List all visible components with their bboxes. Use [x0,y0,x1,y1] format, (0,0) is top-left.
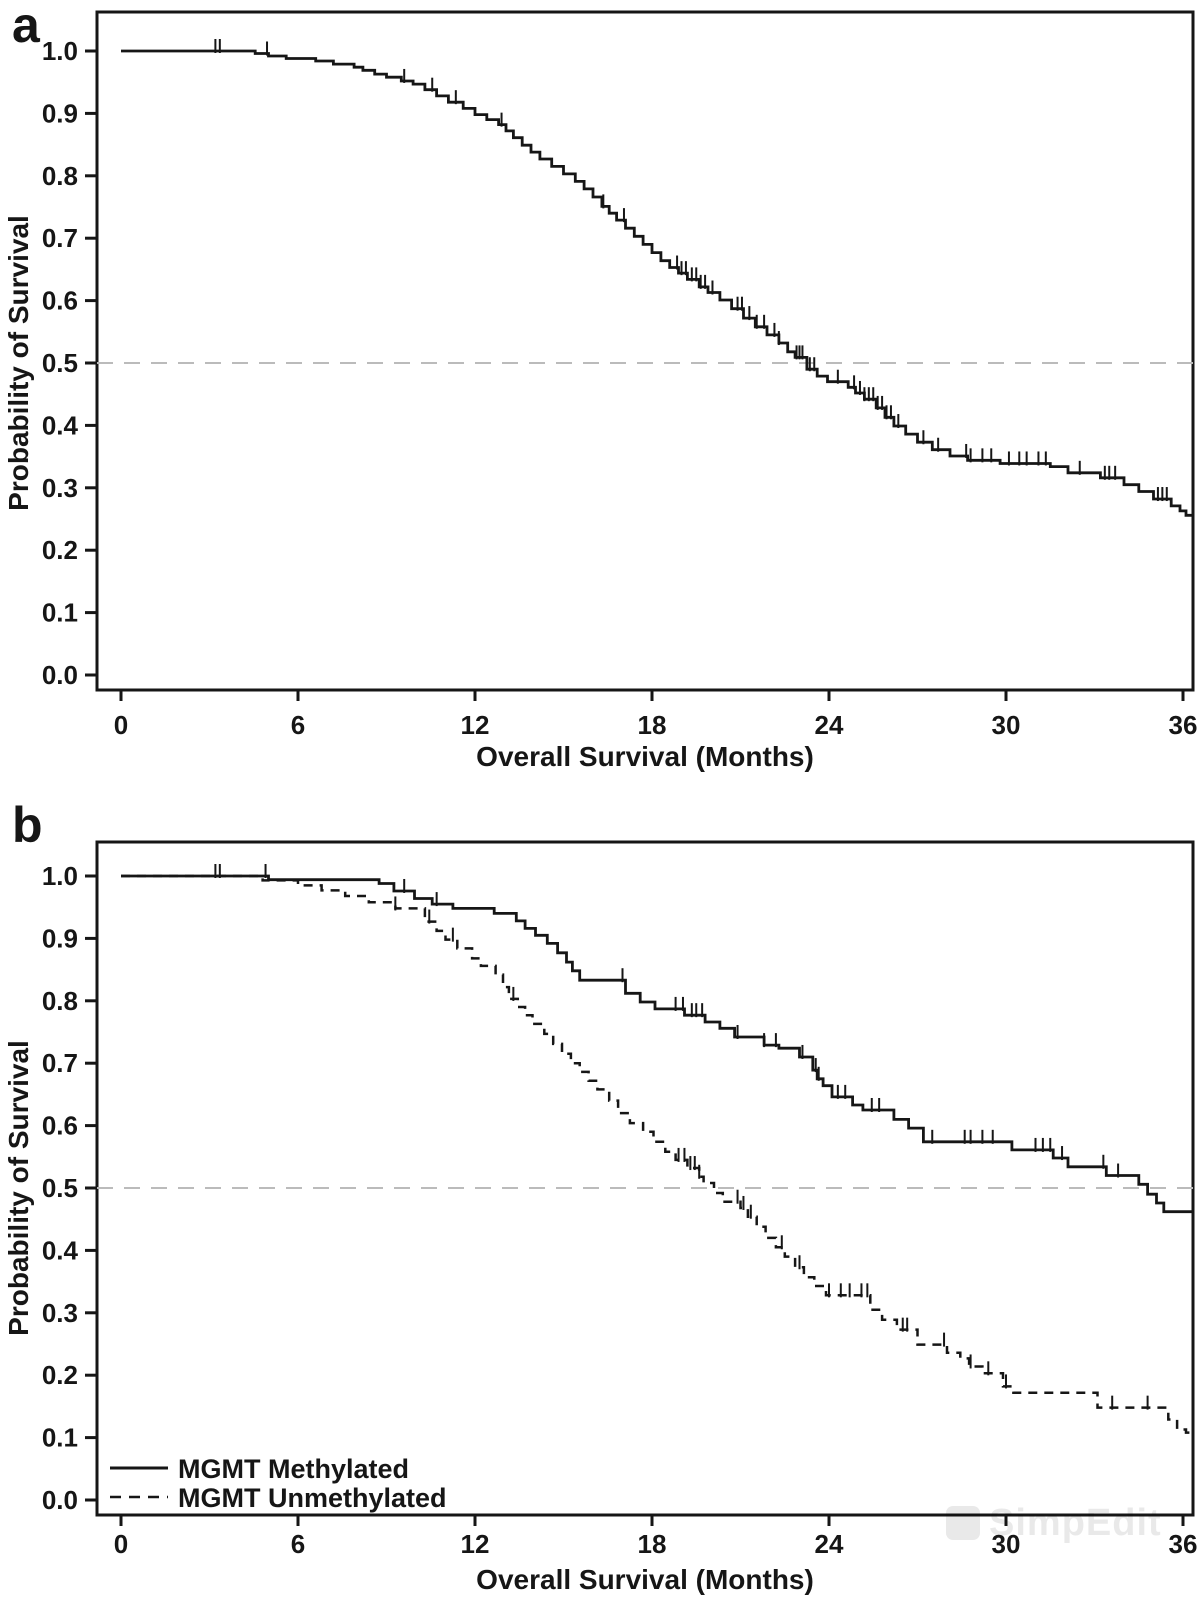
x-tick-label-b: 0 [114,1529,128,1559]
y-tick-label-b: 0.1 [42,1423,78,1453]
y-tick-label-b: 0.9 [42,923,78,953]
y-tick-label-a: 0.8 [42,161,78,191]
y-tick-label-a: 0.2 [42,535,78,565]
plot-frame-a [95,10,1195,692]
y-tick-label-b: 0.0 [42,1485,78,1515]
x-axis-title-a: Overall Survival (Months) [476,741,814,772]
x-tick-label-b: 24 [815,1529,844,1559]
x-tick-label-a: 36 [1169,710,1197,740]
y-tick-label-b: 0.7 [42,1048,78,1078]
y-tick-label-b: 0.5 [42,1173,78,1203]
x-tick-label-b: 36 [1169,1529,1197,1559]
y-tick-label-b: 1.0 [42,861,78,891]
y-tick-label-a: 0.0 [42,660,78,690]
y-tick-label-b: 0.4 [42,1235,79,1265]
x-tick-label-b: 12 [461,1529,490,1559]
y-tick-label-b: 0.2 [42,1360,78,1390]
x-tick-label-a: 30 [992,710,1021,740]
km-curve-mgmt-methylated [121,874,1193,1214]
y-tick-label-a: 0.9 [42,98,78,128]
x-tick-label-a: 18 [638,710,667,740]
censor-ticks-mgmt-methylated [214,864,1120,1178]
km-curve-mgmt-unmethylated [121,874,1193,1434]
x-tick-label-b: 6 [291,1529,305,1559]
y-tick-label-a: 0.6 [42,286,78,316]
y-tick-label-a: 0.5 [42,348,78,378]
km-curve-all-patients [121,49,1193,517]
y-tick-label-b: 0.8 [42,986,78,1016]
y-axis-title-b: Probability of Survival [3,1040,34,1336]
y-tick-label-a: 1.0 [42,36,78,66]
y-tick-label-a: 0.7 [42,223,78,253]
x-axis-title-b: Overall Survival (Months) [476,1564,814,1595]
panel-a-letter: a [12,0,40,53]
y-tick-label-a: 0.1 [42,598,78,628]
y-tick-label-b: 0.6 [42,1111,78,1141]
y-tick-label-b: 0.3 [42,1298,78,1328]
x-tick-label-a: 12 [461,710,490,740]
x-tick-label-b: 18 [638,1529,667,1559]
y-tick-label-a: 0.4 [42,410,79,440]
legend-label-unmethylated: MGMT Unmethylated [178,1483,447,1513]
legend-label-methylated: MGMT Methylated [178,1454,409,1484]
x-tick-label-a: 6 [291,710,305,740]
x-tick-label-a: 24 [815,710,844,740]
y-axis-title-a: Probability of Survival [3,215,34,511]
x-tick-label-a: 0 [114,710,128,740]
plot-frame-b [95,840,1195,1517]
y-tick-label-a: 0.3 [42,473,78,503]
censor-ticks-mgmt-unmethylated [394,896,1149,1410]
panel-b-letter: b [12,797,43,853]
x-tick-label-b: 30 [992,1529,1021,1559]
censor-ticks-all-patients [214,39,1168,502]
